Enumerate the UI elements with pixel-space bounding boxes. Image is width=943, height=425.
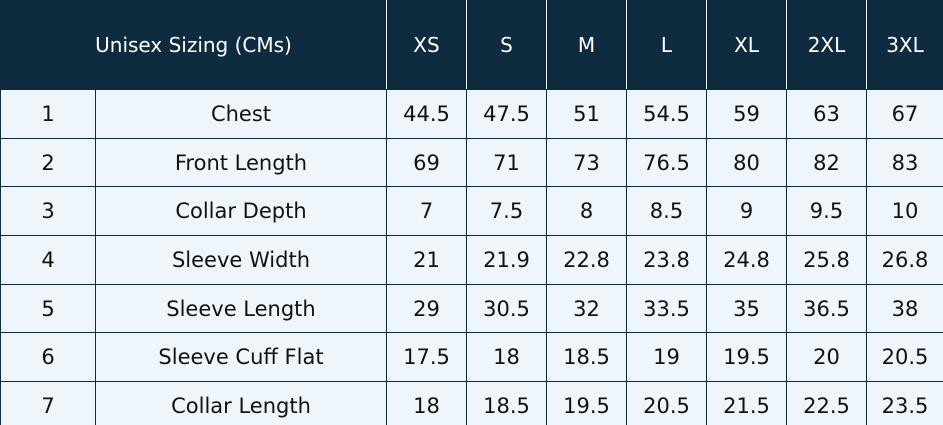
- measurement-value: 47.5: [466, 89, 547, 139]
- measurement-value: 38: [866, 283, 943, 334]
- measurement-value: 10: [866, 186, 943, 237]
- measurement-value: 21: [386, 235, 467, 285]
- measurement-value: 9: [706, 186, 787, 237]
- measurement-value: 19.5: [706, 332, 787, 383]
- measurement-name: Chest: [95, 89, 387, 139]
- measurement-value: 22.8: [546, 235, 627, 285]
- row-number: 1: [0, 89, 96, 139]
- measurement-value: 8.5: [626, 186, 707, 237]
- size-header: M: [546, 0, 627, 90]
- measurement-value: 7: [386, 186, 467, 237]
- table-row: 6 Sleeve Cuff Flat 17.5 18 18.5 19 19.5 20 20.5: [0, 332, 943, 383]
- measurement-value: 25.8: [786, 235, 867, 285]
- measurement-value: 54.5: [626, 89, 707, 139]
- size-header: XS: [386, 0, 467, 90]
- measurement-value: 19.5: [546, 381, 627, 425]
- measurement-value: 35: [706, 283, 787, 334]
- size-header: S: [466, 0, 547, 90]
- measurement-value: 30.5: [466, 283, 547, 334]
- header-row: Unisex Sizing (CMs) XS S M L XL 2XL 3XL: [0, 0, 943, 90]
- measurement-value: 22.5: [786, 381, 867, 425]
- measurement-value: 9.5: [786, 186, 867, 237]
- measurement-value: 20.5: [626, 381, 707, 425]
- measurement-name: Sleeve Width: [95, 235, 387, 285]
- table-body: 1 Chest 44.5 47.5 51 54.5 59 63 67 2 Front Length 6…: [0, 89, 943, 425]
- measurement-value: 23.5: [866, 381, 943, 425]
- measurement-value: 18: [466, 332, 547, 383]
- measurement-value: 36.5: [786, 283, 867, 334]
- measurement-value: 21.9: [466, 235, 547, 285]
- row-number: 7: [0, 381, 96, 425]
- table-row: 1 Chest 44.5 47.5 51 54.5 59 63 67: [0, 89, 943, 139]
- row-number: 2: [0, 137, 96, 188]
- measurement-name: Sleeve Length: [95, 283, 387, 334]
- measurement-value: 76.5: [626, 137, 707, 188]
- table-row: 5 Sleeve Length 29 30.5 32 33.5 35 36.5 38: [0, 283, 943, 334]
- measurement-value: 71: [466, 137, 547, 188]
- measurement-value: 29: [386, 283, 467, 334]
- measurement-name: Sleeve Cuff Flat: [95, 332, 387, 383]
- measurement-value: 26.8: [866, 235, 943, 285]
- row-number: 4: [0, 235, 96, 285]
- measurement-value: 59: [706, 89, 787, 139]
- size-header: XL: [706, 0, 787, 90]
- measurement-value: 67: [866, 89, 943, 139]
- measurement-name: Collar Depth: [95, 186, 387, 237]
- measurement-name: Front Length: [95, 137, 387, 188]
- measurement-value: 73: [546, 137, 627, 188]
- measurement-name: Collar Length: [95, 381, 387, 425]
- measurement-value: 24.8: [706, 235, 787, 285]
- size-header: L: [626, 0, 707, 90]
- measurement-value: 19: [626, 332, 707, 383]
- measurement-value: 51: [546, 89, 627, 139]
- table-row: 7 Collar Length 18 18.5 19.5 20.5 21.5 22.5 23.5: [0, 381, 943, 425]
- measurement-value: 82: [786, 137, 867, 188]
- measurement-value: 20: [786, 332, 867, 383]
- size-header: 2XL: [786, 0, 867, 90]
- measurement-value: 44.5: [386, 89, 467, 139]
- measurement-value: 83: [866, 137, 943, 188]
- row-number: 6: [0, 332, 96, 383]
- row-number: 5: [0, 283, 96, 334]
- table-row: 2 Front Length 69 71 73 76.5 80 82 83: [0, 137, 943, 188]
- measurement-value: 63: [786, 89, 867, 139]
- table-title: Unisex Sizing (CMs): [0, 0, 387, 90]
- measurement-value: 69: [386, 137, 467, 188]
- measurement-value: 8: [546, 186, 627, 237]
- measurement-value: 18: [386, 381, 467, 425]
- table-row: 4 Sleeve Width 21 21.9 22.8 23.8 24.8 25.8 26.8: [0, 235, 943, 285]
- measurement-value: 17.5: [386, 332, 467, 383]
- size-header: 3XL: [866, 0, 943, 90]
- measurement-value: 18.5: [546, 332, 627, 383]
- measurement-value: 18.5: [466, 381, 547, 425]
- measurement-value: 21.5: [706, 381, 787, 425]
- measurement-value: 32: [546, 283, 627, 334]
- measurement-value: 7.5: [466, 186, 547, 237]
- measurement-value: 80: [706, 137, 787, 188]
- measurement-value: 23.8: [626, 235, 707, 285]
- measurement-value: 33.5: [626, 283, 707, 334]
- measurement-value: 20.5: [866, 332, 943, 383]
- table-row: 3 Collar Depth 7 7.5 8 8.5 9 9.5 10: [0, 186, 943, 237]
- row-number: 3: [0, 186, 96, 237]
